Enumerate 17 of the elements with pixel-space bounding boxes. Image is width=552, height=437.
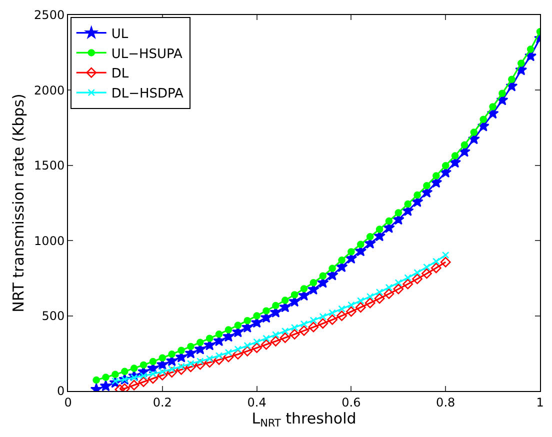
- y-tick-label: 0: [56, 384, 65, 398]
- y-tick-label: 2500: [34, 8, 65, 22]
- y-axis-title: NRT transmission rate (Kbps): [9, 94, 28, 312]
- x-axis-title: L$_{NRT}$ threshold: [252, 409, 356, 430]
- x-tick-label: 0.2: [152, 395, 172, 410]
- x-tick-label: 0.6: [342, 395, 361, 410]
- x-tick-label: 0.4: [247, 395, 266, 410]
- y-tick-label: 500: [42, 309, 65, 323]
- y-tick-label: 1000: [34, 234, 65, 248]
- legend-label: DL−HSDPA: [111, 86, 184, 102]
- y-tick-label: 2000: [34, 83, 65, 98]
- legend-label: UL: [111, 26, 129, 42]
- y-tick-label: 1500: [34, 158, 65, 173]
- x-tick-label: 0.8: [436, 395, 456, 410]
- x-tick-label: 1: [536, 395, 544, 410]
- legend-label: UL−HSUPA: [111, 46, 183, 62]
- legend-label: DL: [111, 66, 130, 82]
